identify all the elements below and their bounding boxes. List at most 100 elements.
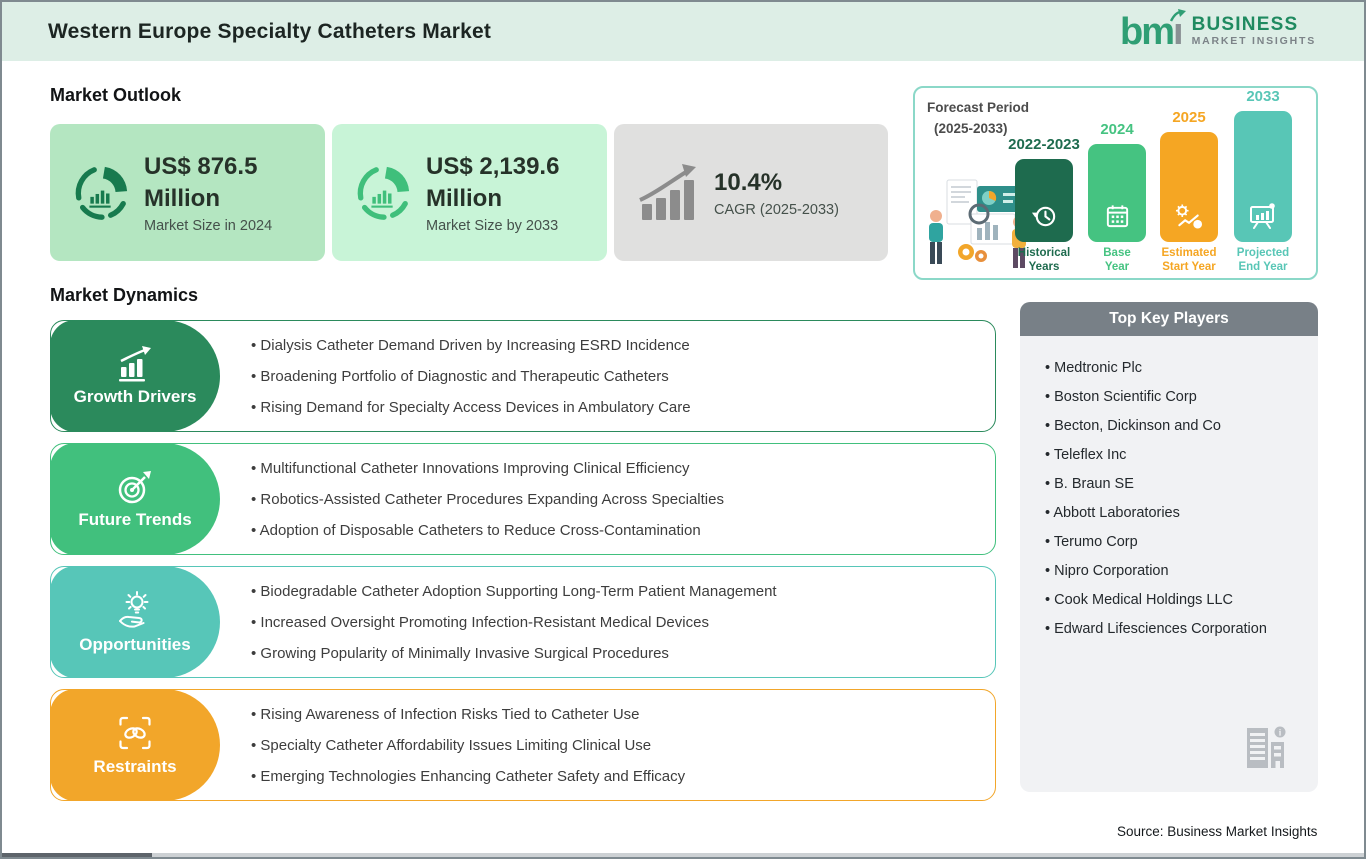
stat-card-market-size-2033: US$ 2,139.6 Million Market Size by 2033 — [332, 124, 607, 261]
hand-lightbulb-icon — [119, 590, 149, 628]
bmi-logo-i: ı — [1173, 10, 1183, 53]
forecast-bar-caption: Historical Years — [1017, 247, 1071, 274]
stat-card-text: US$ 876.5 Million Market Size in 2024 — [144, 151, 272, 233]
forecast-period-label: Forecast Period (2025-2033) — [927, 98, 1029, 140]
stat-card-market-size-2024: US$ 876.5 Million Market Size in 2024 — [50, 124, 325, 261]
future-trends-label: Future Trends — [78, 509, 192, 529]
stat-value: US$ 2,139.6 — [426, 153, 560, 181]
restraints-row: Restraints Rising Awareness of Infection… — [50, 689, 996, 801]
growth-drivers-label: Growth Drivers — [73, 386, 197, 406]
stat-card-text: 10.4% CAGR (2025-2033) — [714, 167, 839, 218]
bmi-logo-bm: bm — [1120, 10, 1175, 53]
gear-chart-icon — [1175, 204, 1203, 229]
key-player-item: Boston Scientific Corp — [1045, 389, 1310, 405]
stat-value-unit: Million — [144, 184, 220, 212]
forecast-bar-caption: Estimated Start Year — [1161, 247, 1217, 274]
key-player-item: Becton, Dickinson and Co — [1045, 418, 1310, 434]
bmi-logo-mark: bmı — [1120, 8, 1186, 53]
stat-caption: Market Size by 2033 — [426, 217, 559, 234]
restraints-pill: Restraints — [50, 689, 220, 801]
growth-drivers-row: Growth Drivers Dialysis Catheter Demand … — [50, 320, 996, 432]
stat-value: 10.4% — [714, 168, 783, 196]
key-player-item: Medtronic Plc — [1045, 360, 1310, 376]
forecast-label-line2: (2025-2033) — [934, 120, 1008, 136]
stat-card-cagr: 10.4% CAGR (2025-2033) — [614, 124, 888, 261]
logo-market-insights-label: MARKET INSIGHTS — [1191, 35, 1316, 48]
page-title: Western Europe Specialty Catheters Marke… — [48, 19, 492, 43]
rising-bars-arrow-icon — [636, 163, 700, 222]
people-analytics-illustration — [929, 179, 1026, 268]
forecast-bar-estimated — [1160, 132, 1218, 242]
opportunities-row: Opportunities Biodegradable Catheter Ado… — [50, 566, 996, 678]
key-player-item: Edward Lifesciences Corporation — [1045, 621, 1310, 637]
key-player-item: Teleflex Inc — [1045, 447, 1310, 463]
forecast-label-line1: Forecast Period — [927, 100, 1030, 115]
logo-wordmark: BUSINESS MARKET INSIGHTS — [1191, 14, 1316, 48]
market-dynamics-heading: Market Dynamics — [50, 285, 199, 305]
restraints-label: Restraints — [93, 756, 177, 776]
key-player-item: Nipro Corporation — [1045, 563, 1310, 579]
forecast-year-label: 2024 — [1100, 121, 1134, 138]
source-attribution: Source: Business Market Insights — [1117, 824, 1318, 839]
growth-drivers-pill: Growth Drivers — [50, 320, 220, 432]
key-player-item: Terumo Corp — [1045, 534, 1310, 550]
bullet-item: Rising Awareness of Infection Risks Tied… — [251, 706, 981, 723]
key-player-item: Cook Medical Holdings LLC — [1045, 592, 1310, 608]
bar-chart-arrow-icon — [119, 345, 151, 381]
restraints-bullets: Rising Awareness of Infection Risks Tied… — [251, 690, 981, 800]
presentation-chart-icon — [1250, 203, 1275, 229]
forecast-bar-historical — [1015, 159, 1073, 242]
donut-bars-chart-icon — [72, 164, 130, 222]
future-trends-pill: Future Trends — [50, 443, 220, 555]
stat-value-unit: Million — [426, 184, 502, 212]
bullet-item: Broadening Portfolio of Diagnostic and T… — [251, 368, 981, 385]
growth-drivers-bullets: Dialysis Catheter Demand Driven by Incre… — [251, 321, 981, 431]
forecast-year-label: 2025 — [1172, 109, 1206, 126]
top-key-players-heading: Top Key Players — [1020, 302, 1318, 336]
history-clock-icon — [1031, 206, 1055, 227]
bmi-logo: bmı BUSINESS MARKET INSIGHTS — [1120, 8, 1316, 53]
bullet-item: Growing Popularity of Minimally Invasive… — [251, 645, 981, 662]
forecast-bar-caption: Base Year — [1103, 247, 1131, 274]
top-key-players-panel: Top Key Players Medtronic Plc Boston Sci… — [1020, 302, 1318, 792]
donut-bars-chart-icon — [354, 164, 412, 222]
forecast-period-panel: Forecast Period (2025-2033) — [913, 86, 1318, 280]
bullet-item: Specialty Catheter Affordability Issues … — [251, 737, 981, 754]
future-trends-row: Future Trends Multifunctional Catheter I… — [50, 443, 996, 555]
company-buildings-icon: i — [1247, 726, 1286, 768]
bullet-item: Robotics-Assisted Catheter Procedures Ex… — [251, 491, 981, 508]
stat-card-text: US$ 2,139.6 Million Market Size by 2033 — [426, 151, 559, 233]
chain-links-icon — [119, 716, 151, 749]
bullet-item: Adoption of Disposable Catheters to Redu… — [251, 522, 981, 539]
bullet-item: Increased Oversight Promoting Infection-… — [251, 614, 981, 631]
key-player-item: B. Braun SE — [1045, 476, 1310, 492]
horizontal-scrollbar-track[interactable] — [2, 853, 1364, 857]
stat-caption: Market Size in 2024 — [144, 217, 273, 234]
stat-value: US$ 876.5 — [144, 153, 258, 181]
svg-text:i: i — [1279, 728, 1282, 738]
market-outlook-heading: Market Outlook — [50, 85, 182, 105]
bullet-item: Dialysis Catheter Demand Driven by Incre… — [251, 337, 981, 354]
header-bar: Western Europe Specialty Catheters Marke… — [2, 2, 1364, 61]
stat-caption: CAGR (2025-2033) — [714, 202, 839, 219]
forecast-bar-caption: Projected End Year — [1236, 247, 1290, 274]
forecast-year-label: 2022-2023 — [1008, 136, 1080, 153]
forecast-year-label: 2033 — [1246, 88, 1280, 105]
key-players-list: Medtronic Plc Boston Scientific Corp Bec… — [1020, 336, 1318, 637]
future-trends-bullets: Multifunctional Catheter Innovations Imp… — [251, 444, 981, 554]
logo-business-label: BUSINESS — [1191, 14, 1299, 36]
forecast-bar-base — [1088, 144, 1146, 242]
opportunities-pill: Opportunities — [50, 566, 220, 678]
forecast-bar-projected — [1234, 111, 1292, 242]
calendar-icon — [1106, 205, 1128, 228]
bullet-item: Biodegradable Catheter Adoption Supporti… — [251, 583, 981, 600]
opportunities-label: Opportunities — [79, 634, 191, 654]
bullet-item: Multifunctional Catheter Innovations Imp… — [251, 460, 981, 477]
opportunities-bullets: Biodegradable Catheter Adoption Supporti… — [251, 567, 981, 677]
horizontal-scrollbar-thumb[interactable] — [2, 853, 152, 857]
bullet-item: Emerging Technologies Enhancing Catheter… — [251, 768, 981, 785]
logo-arrow-icon — [1169, 8, 1186, 22]
bullet-item: Rising Demand for Specialty Access Devic… — [251, 399, 981, 416]
target-dart-icon — [118, 470, 151, 503]
